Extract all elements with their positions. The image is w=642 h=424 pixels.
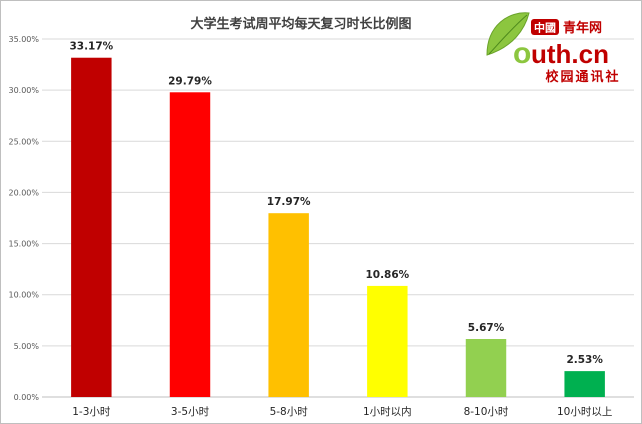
category-label: 1-3小时 — [72, 406, 111, 418]
y-tick-label: 35.00% — [8, 35, 39, 44]
category-label: 10小时以上 — [557, 406, 612, 418]
bars — [71, 57, 605, 397]
bar — [367, 285, 408, 397]
category-label: 8-10小时 — [464, 406, 509, 418]
y-axis-ticks: 0.00% 5.00% 10.00% 15.00% 20.00% 25.00% 30.00%… — [8, 35, 39, 402]
bar — [169, 92, 211, 397]
y-tick-label: 30.00% — [8, 86, 39, 95]
category-label: 3-5小时 — [171, 406, 210, 418]
category-label: 5-8小时 — [270, 406, 309, 418]
chart-title: 大学生考试周平均每天复习时长比例图 — [190, 16, 411, 32]
category-labels: 1-3小时 3-5小时 5-8小时 1小时以内 8-10小时 10小时以上 — [72, 405, 612, 418]
logo-subtitle: 校园通讯社 — [545, 69, 620, 85]
logo-badge — [531, 19, 559, 35]
data-label: 2.53% — [566, 354, 603, 366]
y-tick-label: 20.00% — [8, 188, 39, 197]
logo-domain-o: o — [513, 37, 531, 70]
logo-domain-text: uth.cn — [531, 39, 609, 69]
y-tick-label: 5.00% — [14, 342, 40, 351]
data-label: 33.17% — [69, 41, 113, 53]
bar — [71, 57, 112, 397]
youth-cn-logo: 中國 青年网 o uth.cn 校园通讯社 — [479, 7, 639, 87]
bar — [564, 371, 605, 397]
y-tick-label: 0.00% — [14, 393, 40, 402]
y-tick-label: 15.00% — [8, 240, 39, 249]
data-label: 17.97% — [267, 196, 311, 208]
data-label: 5.67% — [468, 322, 505, 334]
data-label: 29.79% — [168, 75, 212, 87]
leaf-stem-icon — [488, 14, 528, 55]
bar — [268, 213, 309, 397]
category-label: 1小时以内 — [363, 405, 412, 418]
y-tick-label: 10.00% — [8, 291, 39, 300]
gridlines — [42, 38, 634, 398]
data-labels: 33.17% 29.79% 17.97% 10.86% 5.67% 2.53% — [69, 41, 603, 366]
data-label: 10.86% — [365, 269, 409, 281]
y-tick-label: 25.00% — [8, 137, 39, 146]
bar — [465, 339, 507, 397]
logo-badge-text: 中國 — [534, 21, 556, 35]
logo-cn-text: 青年网 — [563, 20, 602, 36]
